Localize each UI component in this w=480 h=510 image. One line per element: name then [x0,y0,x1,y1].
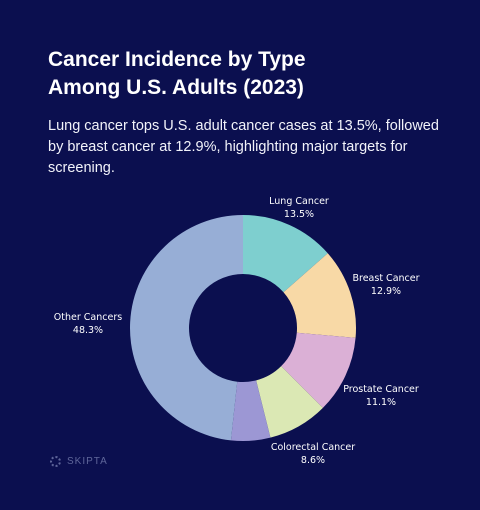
slice-lung-cancer [243,215,328,293]
slice-colorectal-cancer [256,366,323,438]
chart-subtitle: Lung cancer tops U.S. adult cancer cases… [48,118,439,176]
label-colorectal-cancer: Colorectal Cancer [271,442,355,453]
chart-title-line-2: Among U.S. Adults (2023) [48,76,304,99]
value-label-breast-cancer: 12.9% [371,286,401,297]
chart-title-line-1: Cancer Incidence by Type [48,48,306,71]
value-label-prostate-cancer: 11.1% [366,397,396,408]
slice-breast-cancer [283,253,356,338]
label-breast-cancer: Breast Cancer [352,273,419,284]
value-label-other-cancers: 48.3% [73,325,103,336]
chart-title: Cancer Incidence by Type Among U.S. Adul… [48,46,448,102]
label-other-cancers: Other Cancers [54,312,122,323]
skipta-logo-icon [50,456,61,467]
brand-name: SKIPTA [67,456,108,467]
slice-prostate-cancer [281,332,356,408]
value-label-colorectal-cancer: 8.6% [301,455,325,466]
brand-watermark: SKIPTA [50,456,108,467]
label-lung-cancer: Lung Cancer [269,196,329,207]
value-label-lung-cancer: 13.5% [284,209,314,220]
label-prostate-cancer: Prostate Cancer [343,384,419,395]
slice-other-cancers [130,215,243,441]
slice-unlabeled [230,380,271,441]
donut-chart: Lung Cancer 13.5% Breast Cancer 12.9% Prosta… [54,196,420,466]
